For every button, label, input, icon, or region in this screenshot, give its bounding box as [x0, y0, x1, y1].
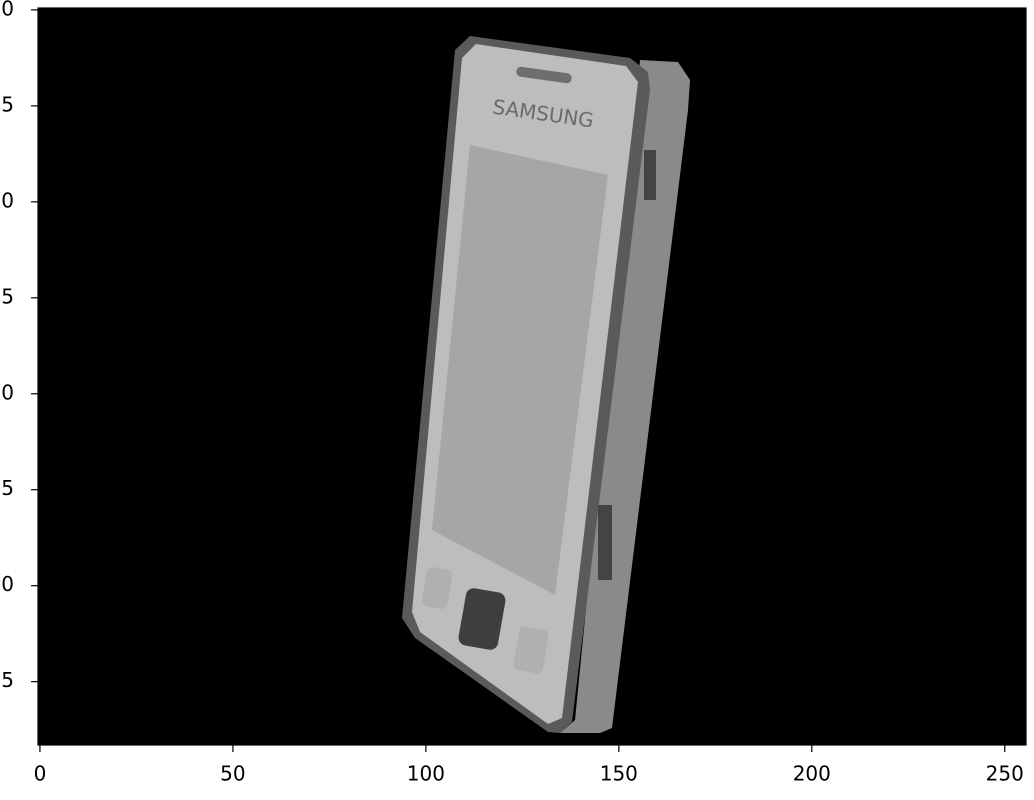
phone-screen [432, 145, 608, 595]
y-tick-label: 75 [0, 284, 14, 308]
side-key [598, 505, 612, 580]
x-tick-label: 150 [600, 762, 638, 786]
phone-side [560, 60, 690, 733]
end-button [513, 626, 549, 674]
y-tick-label: 50 [0, 188, 14, 212]
axes-frame [37, 7, 1027, 746]
x-tick-label: 0 [34, 762, 47, 786]
call-button [421, 566, 453, 610]
x-tick-label: 100 [407, 762, 445, 786]
y-tick-label: 150 [0, 572, 14, 596]
y-tick-label: 100 [0, 380, 14, 404]
x-tick-label: 200 [793, 762, 831, 786]
y-tick-label: 125 [0, 476, 14, 500]
speaker [516, 66, 572, 84]
y-tick-label: 0 [1, 0, 14, 20]
side-key [644, 150, 656, 200]
y-tick-label: 25 [0, 92, 14, 116]
x-tick-label: 250 [986, 762, 1024, 786]
image: SAMSUNG [38, 8, 1026, 745]
x-tick-label: 50 [220, 762, 245, 786]
home-button [458, 588, 506, 650]
y-tick-label: 175 [0, 668, 14, 692]
